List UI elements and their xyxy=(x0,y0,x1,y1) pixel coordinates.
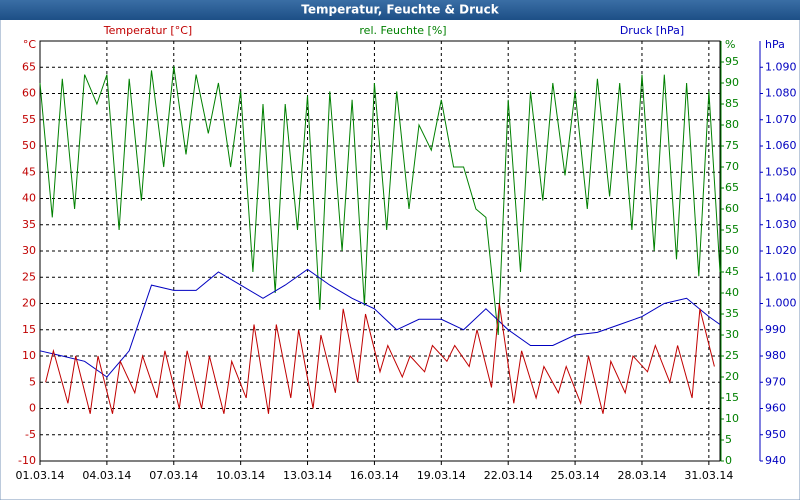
x-tick-label: 31.03.14 xyxy=(684,469,733,482)
y-tick-label: 40 xyxy=(22,192,36,205)
x-tick-label: 19.03.14 xyxy=(417,469,466,482)
series-line xyxy=(39,268,721,378)
y-tick-label: 45 xyxy=(22,165,36,178)
y2-tick-label: 40 xyxy=(725,286,739,299)
chart-title: Temperatur, Feuchte & Druck xyxy=(301,3,499,17)
y2-tick-label: 65 xyxy=(725,181,739,194)
y-tick-label: 30 xyxy=(22,244,36,257)
y2-tick-label: 70 xyxy=(725,160,739,173)
y2-tick-label: 20 xyxy=(725,370,739,383)
x-tick-label: 07.03.14 xyxy=(149,469,198,482)
legend-label: rel. Feuchte [%] xyxy=(359,24,446,37)
y2-tick-label: 75 xyxy=(725,139,739,152)
y-tick-label: -5 xyxy=(25,428,36,441)
title-bar xyxy=(0,0,800,20)
y-tick-label: 5 xyxy=(29,375,36,388)
y2-tick-label: 90 xyxy=(725,76,739,89)
y2-unit: % xyxy=(725,38,735,51)
y2-tick-label: 0 xyxy=(725,454,732,467)
y-tick-label: 65 xyxy=(22,60,36,73)
y2-tick-label: 45 xyxy=(725,265,739,278)
y-tick-label: 0 xyxy=(29,402,36,415)
y2-tick-label: 25 xyxy=(725,349,739,362)
y3-tick-label: 1.060 xyxy=(765,139,797,152)
y2-tick-label: 30 xyxy=(725,328,739,341)
y-tick-label: 15 xyxy=(22,323,36,336)
y-tick-label: 50 xyxy=(22,139,36,152)
y2-tick-label: 55 xyxy=(725,223,739,236)
y3-tick-label: 970 xyxy=(765,375,786,388)
y2-tick-label: 50 xyxy=(725,244,739,257)
y-tick-label: 10 xyxy=(22,349,36,362)
y3-tick-label: 940 xyxy=(765,454,786,467)
y2-tick-label: 80 xyxy=(725,118,739,131)
x-tick-label: 13.03.14 xyxy=(283,469,332,482)
x-tick-label: 28.03.14 xyxy=(617,469,666,482)
y3-tick-label: 1.040 xyxy=(765,192,797,205)
y-tick-label: -10 xyxy=(18,454,36,467)
y3-tick-label: 990 xyxy=(765,323,786,336)
y2-tick-label: 35 xyxy=(725,307,739,320)
y3-tick-label: 960 xyxy=(765,402,786,415)
y-tick-label: 35 xyxy=(22,218,36,231)
y-tick-label: 60 xyxy=(22,87,36,100)
y-unit: °C xyxy=(23,38,37,51)
y3-tick-label: 1.020 xyxy=(765,244,797,257)
y-tick-label: 20 xyxy=(22,297,36,310)
y2-tick-label: 60 xyxy=(725,202,739,215)
y3-tick-label: 1.010 xyxy=(765,270,797,283)
y2-tick-label: 95 xyxy=(725,55,739,68)
y3-tick-label: 1.090 xyxy=(765,60,797,73)
x-tick-label: 01.03.14 xyxy=(16,469,65,482)
y2-tick-label: 15 xyxy=(725,391,739,404)
y3-tick-label: 950 xyxy=(765,428,786,441)
x-tick-label: 10.03.14 xyxy=(216,469,265,482)
y3-tick-label: 980 xyxy=(765,349,786,362)
x-tick-label: 16.03.14 xyxy=(350,469,399,482)
y3-tick-label: 1.000 xyxy=(765,297,797,310)
series-line xyxy=(39,66,721,336)
y2-tick-label: 5 xyxy=(725,433,732,446)
y3-tick-label: 1.070 xyxy=(765,113,797,126)
x-tick-label: 22.03.14 xyxy=(484,469,533,482)
y3-unit: hPa xyxy=(765,38,785,51)
legend-label: Temperatur [°C] xyxy=(103,24,192,37)
y-tick-label: 25 xyxy=(22,270,36,283)
series-line xyxy=(45,303,715,414)
y2-tick-label: 10 xyxy=(725,412,739,425)
y2-tick-label: 85 xyxy=(725,97,739,110)
x-tick-label: 25.03.14 xyxy=(551,469,600,482)
y-tick-label: 55 xyxy=(22,113,36,126)
y3-tick-label: 1.030 xyxy=(765,218,797,231)
legend-label: Druck [hPa] xyxy=(620,24,684,37)
y3-tick-label: 1.080 xyxy=(765,87,797,100)
y3-tick-label: 1.050 xyxy=(765,165,797,178)
x-tick-label: 04.03.14 xyxy=(82,469,131,482)
